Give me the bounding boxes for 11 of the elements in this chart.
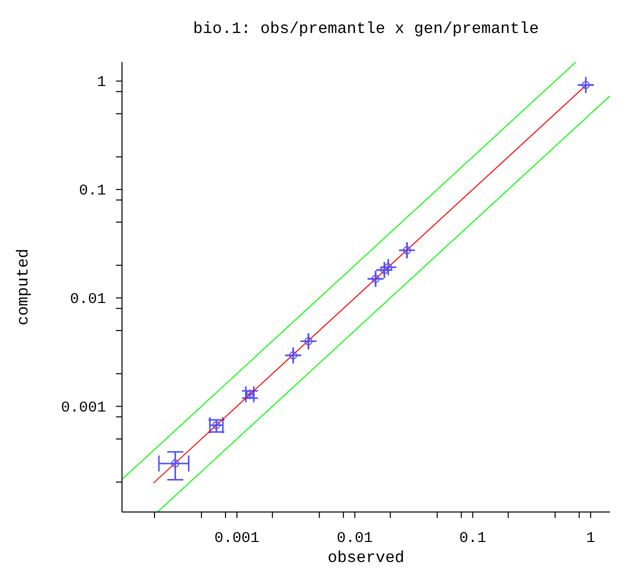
x-axis-title: observed: [328, 549, 404, 567]
y-tick-label: 0.01: [70, 290, 106, 308]
chart-title: bio.1: obs/premantle x gen/premantle: [192, 20, 540, 38]
y-axis-title: computed: [14, 248, 33, 326]
y-tick-label: 0.1: [78, 182, 106, 200]
x-tick-label: 0.01: [336, 530, 373, 547]
y-tick-label: 0.001: [60, 399, 106, 416]
x-tick-label: 0.001: [214, 530, 260, 547]
x-tick-label: 1: [586, 530, 596, 547]
x-tick-label: 0.1: [459, 530, 486, 547]
y-tick-label: 1: [96, 74, 106, 92]
